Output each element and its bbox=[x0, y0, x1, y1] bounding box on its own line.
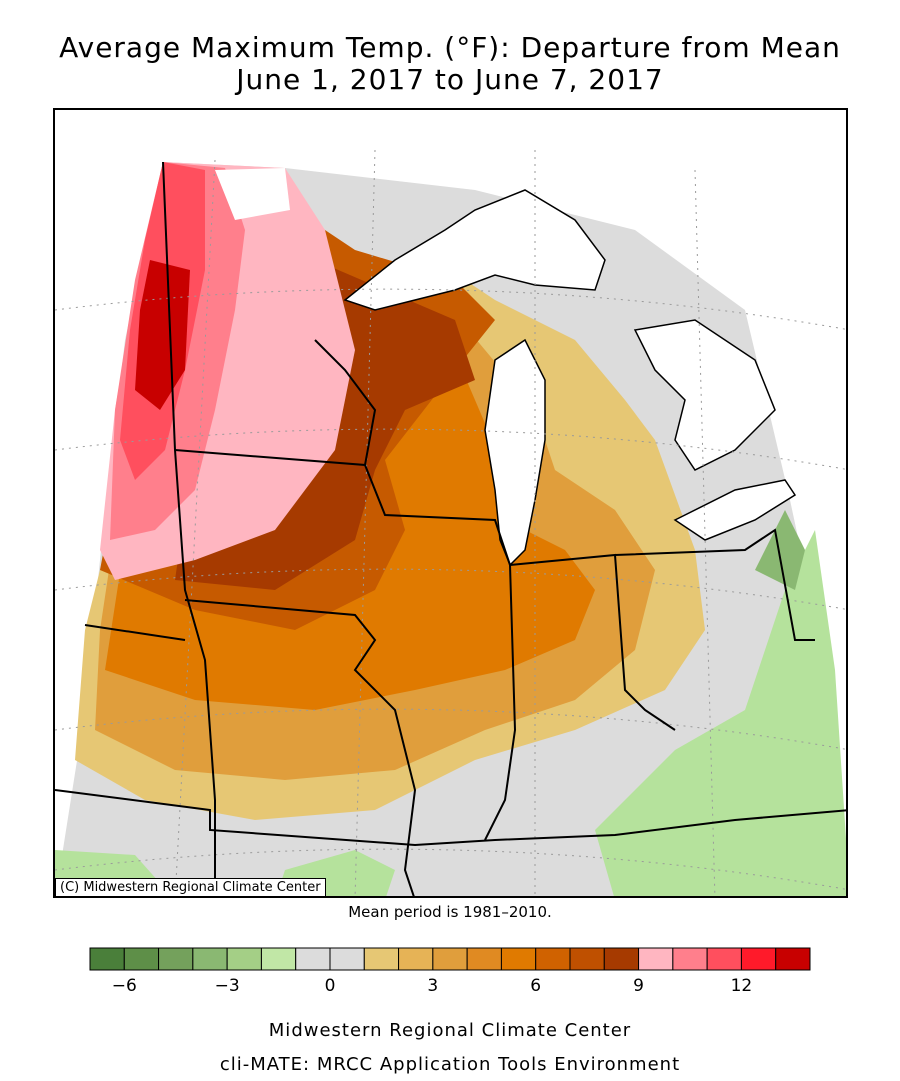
lake-erie bbox=[673, 479, 797, 541]
map-date-range: June 1, 2017 to June 7, 2017 bbox=[236, 63, 664, 96]
temperature-map bbox=[55, 149, 846, 896]
green-area-east-dark bbox=[755, 510, 805, 590]
graticule bbox=[55, 149, 846, 896]
legend-swatch-14 bbox=[569, 947, 605, 971]
legend-swatch-20 bbox=[775, 947, 811, 971]
legend-swatch-10 bbox=[432, 947, 468, 971]
legend-swatch-6 bbox=[295, 947, 331, 971]
lake-michigan bbox=[484, 338, 546, 567]
legend-swatch-18 bbox=[706, 947, 742, 971]
footer-tool: cli-MATE: MRCC Application Tools Environ… bbox=[219, 1054, 681, 1075]
legend-tick-label: −3 bbox=[214, 976, 240, 996]
map-title: Average Maximum Temp. (°F): Departure fr… bbox=[59, 31, 841, 64]
lake-superior bbox=[343, 189, 606, 311]
legend-swatch-7 bbox=[329, 947, 365, 971]
legend-swatch-9 bbox=[398, 947, 434, 971]
legend-tick-label: 6 bbox=[530, 976, 542, 996]
legend-swatch-17 bbox=[672, 947, 708, 971]
map-panel bbox=[53, 108, 848, 898]
legend-swatch-12 bbox=[500, 947, 537, 971]
legend-tick-label: 0 bbox=[324, 976, 336, 996]
legend-swatch-11 bbox=[466, 947, 502, 971]
legend-swatch-0 bbox=[89, 947, 125, 971]
no-data-area bbox=[215, 168, 290, 220]
footer-org: Midwestern Regional Climate Center bbox=[268, 1020, 632, 1041]
mean-period-note: Mean period is 1981–2010. bbox=[348, 903, 552, 921]
legend-swatch-16 bbox=[638, 947, 674, 971]
legend-tick-label: −6 bbox=[111, 976, 137, 996]
legend-swatch-5 bbox=[260, 947, 297, 971]
legend-swatch-2 bbox=[158, 947, 194, 971]
legend-swatch-15 bbox=[603, 947, 640, 971]
legend-swatch-8 bbox=[363, 947, 400, 971]
state-boundaries bbox=[55, 161, 846, 896]
lake-huron bbox=[633, 319, 776, 471]
legend-swatch-1 bbox=[123, 947, 160, 971]
legend-swatch-19 bbox=[740, 947, 777, 971]
legend-tick-label: 12 bbox=[730, 976, 753, 996]
legend-tick-label: 9 bbox=[633, 976, 644, 996]
legend-swatch-4 bbox=[226, 947, 262, 971]
copyright-label: (C) Midwestern Regional Climate Center bbox=[55, 878, 326, 897]
legend-tick-label: 3 bbox=[427, 976, 439, 996]
legend-swatch-13 bbox=[535, 947, 571, 971]
legend-swatch-3 bbox=[192, 947, 228, 971]
green-area-east bbox=[595, 530, 846, 896]
dark-red-area bbox=[135, 260, 190, 410]
color-legend bbox=[89, 947, 811, 971]
